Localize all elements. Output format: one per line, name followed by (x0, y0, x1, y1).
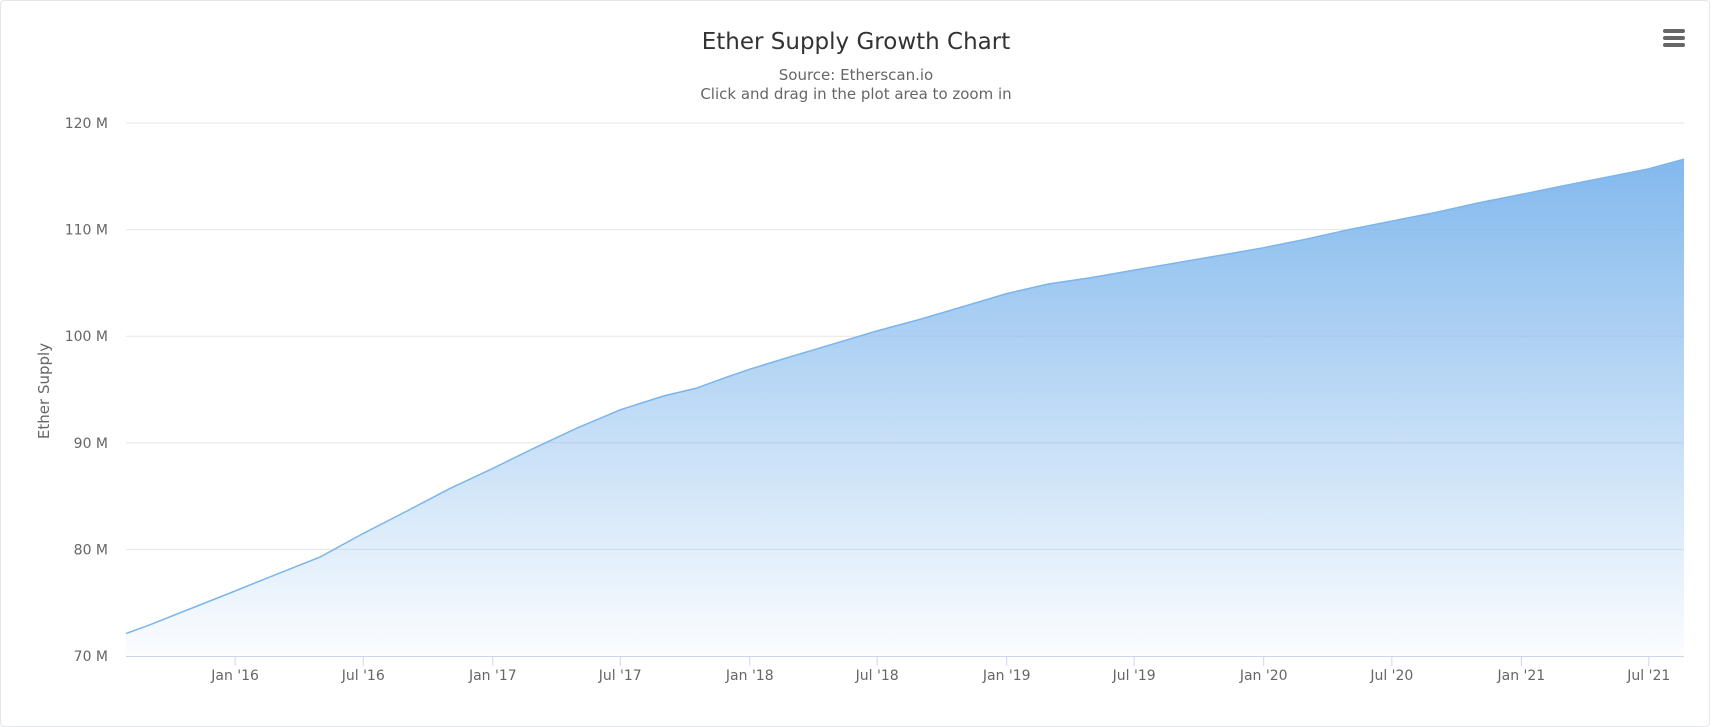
y-tick-label: 70 M (74, 649, 108, 665)
ether-supply-area-fill (126, 159, 1684, 656)
y-tick-label: 100 M (65, 329, 108, 345)
x-tick-label: Jul '16 (341, 668, 385, 684)
chart-subtitle-zoom-hint: Click and drag in the plot area to zoom … (700, 85, 1011, 103)
ether-supply-series-line[interactable] (125, 158, 1685, 635)
x-tick-label: Jul '18 (855, 668, 899, 684)
x-axis: Jan '16 Jul '16 Jan '17 Jul '17 Jan '18 Jul '… (126, 656, 1684, 684)
plot-area[interactable] (125, 158, 1685, 656)
x-tick-label: Jan '19 (982, 668, 1031, 684)
x-tick-label: Jan '17 (468, 668, 517, 684)
x-tick-label: Jul '20 (1369, 668, 1413, 684)
hamburger-menu-icon-bar (1663, 29, 1685, 33)
x-tick-label: Jan '21 (1497, 668, 1546, 684)
y-tick-label: 110 M (65, 223, 108, 239)
x-tick-label: Jan '18 (725, 668, 774, 684)
hamburger-menu-icon-bar (1663, 43, 1685, 47)
y-tick-label: 120 M (65, 116, 108, 132)
hamburger-menu-icon-bar (1663, 36, 1685, 40)
y-axis: 70 M 80 M 90 M 100 M 110 M 120 M (65, 116, 108, 665)
x-tick-label: Jul '17 (598, 668, 642, 684)
y-tick-label: 90 M (74, 436, 108, 452)
chart-title: Ether Supply Growth Chart (702, 29, 1011, 55)
x-tick-label: Jul '19 (1112, 668, 1156, 684)
y-axis-title: Ether Supply (35, 343, 53, 439)
x-tick-label: Jan '20 (1239, 668, 1288, 684)
y-tick-label: 80 M (74, 542, 108, 558)
chart-context-menu-button[interactable] (1661, 29, 1687, 53)
x-tick-label: Jan '16 (210, 668, 259, 684)
x-tick-label: Jul '21 (1626, 668, 1670, 684)
chart-subtitle-source: Source: Etherscan.io (779, 66, 933, 84)
